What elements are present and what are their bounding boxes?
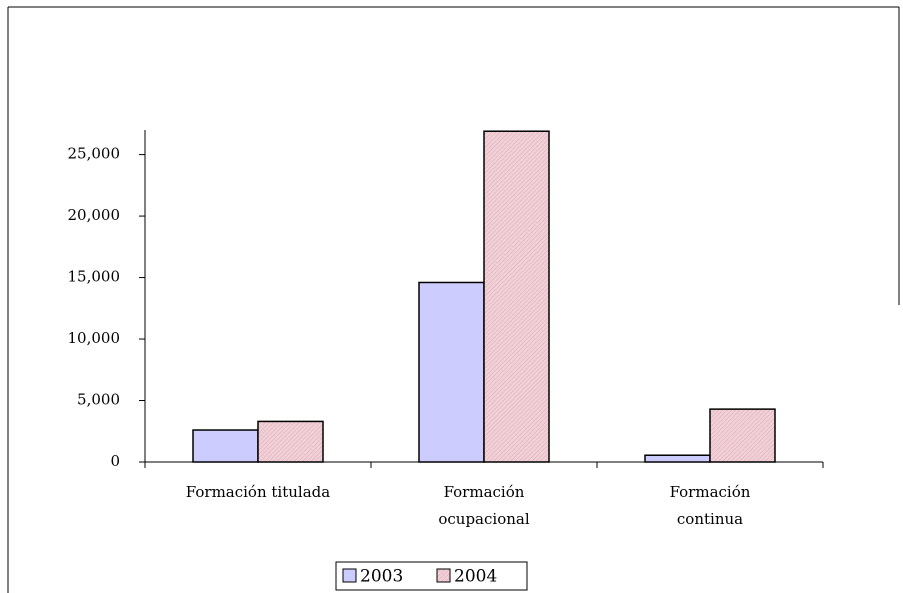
legend-frame [335, 561, 528, 591]
legend-label: 2003 [360, 567, 403, 587]
bar [418, 281, 485, 463]
x-tick-label: Formación titulada [186, 483, 330, 501]
y-tick-label: 5,000 [77, 391, 120, 409]
x-tick-label: Formación ocupacional [438, 483, 529, 528]
y-tick-label: 10,000 [68, 329, 121, 347]
legend-label: 2004 [454, 567, 497, 587]
legend-swatch [436, 568, 451, 583]
x-tick-label: Formación continua [670, 483, 751, 528]
legend-swatch [342, 568, 357, 583]
bar [192, 429, 259, 463]
y-tick-label: 15,000 [68, 268, 121, 286]
y-tick-label: 20,000 [68, 206, 121, 224]
bar [257, 420, 324, 463]
y-tick-label: 0 [110, 452, 120, 470]
bar [644, 454, 711, 463]
legend: 2003 2004 [335, 561, 528, 591]
y-tick-label: 25,000 [68, 145, 121, 163]
bar [483, 130, 550, 463]
bar [709, 408, 776, 463]
